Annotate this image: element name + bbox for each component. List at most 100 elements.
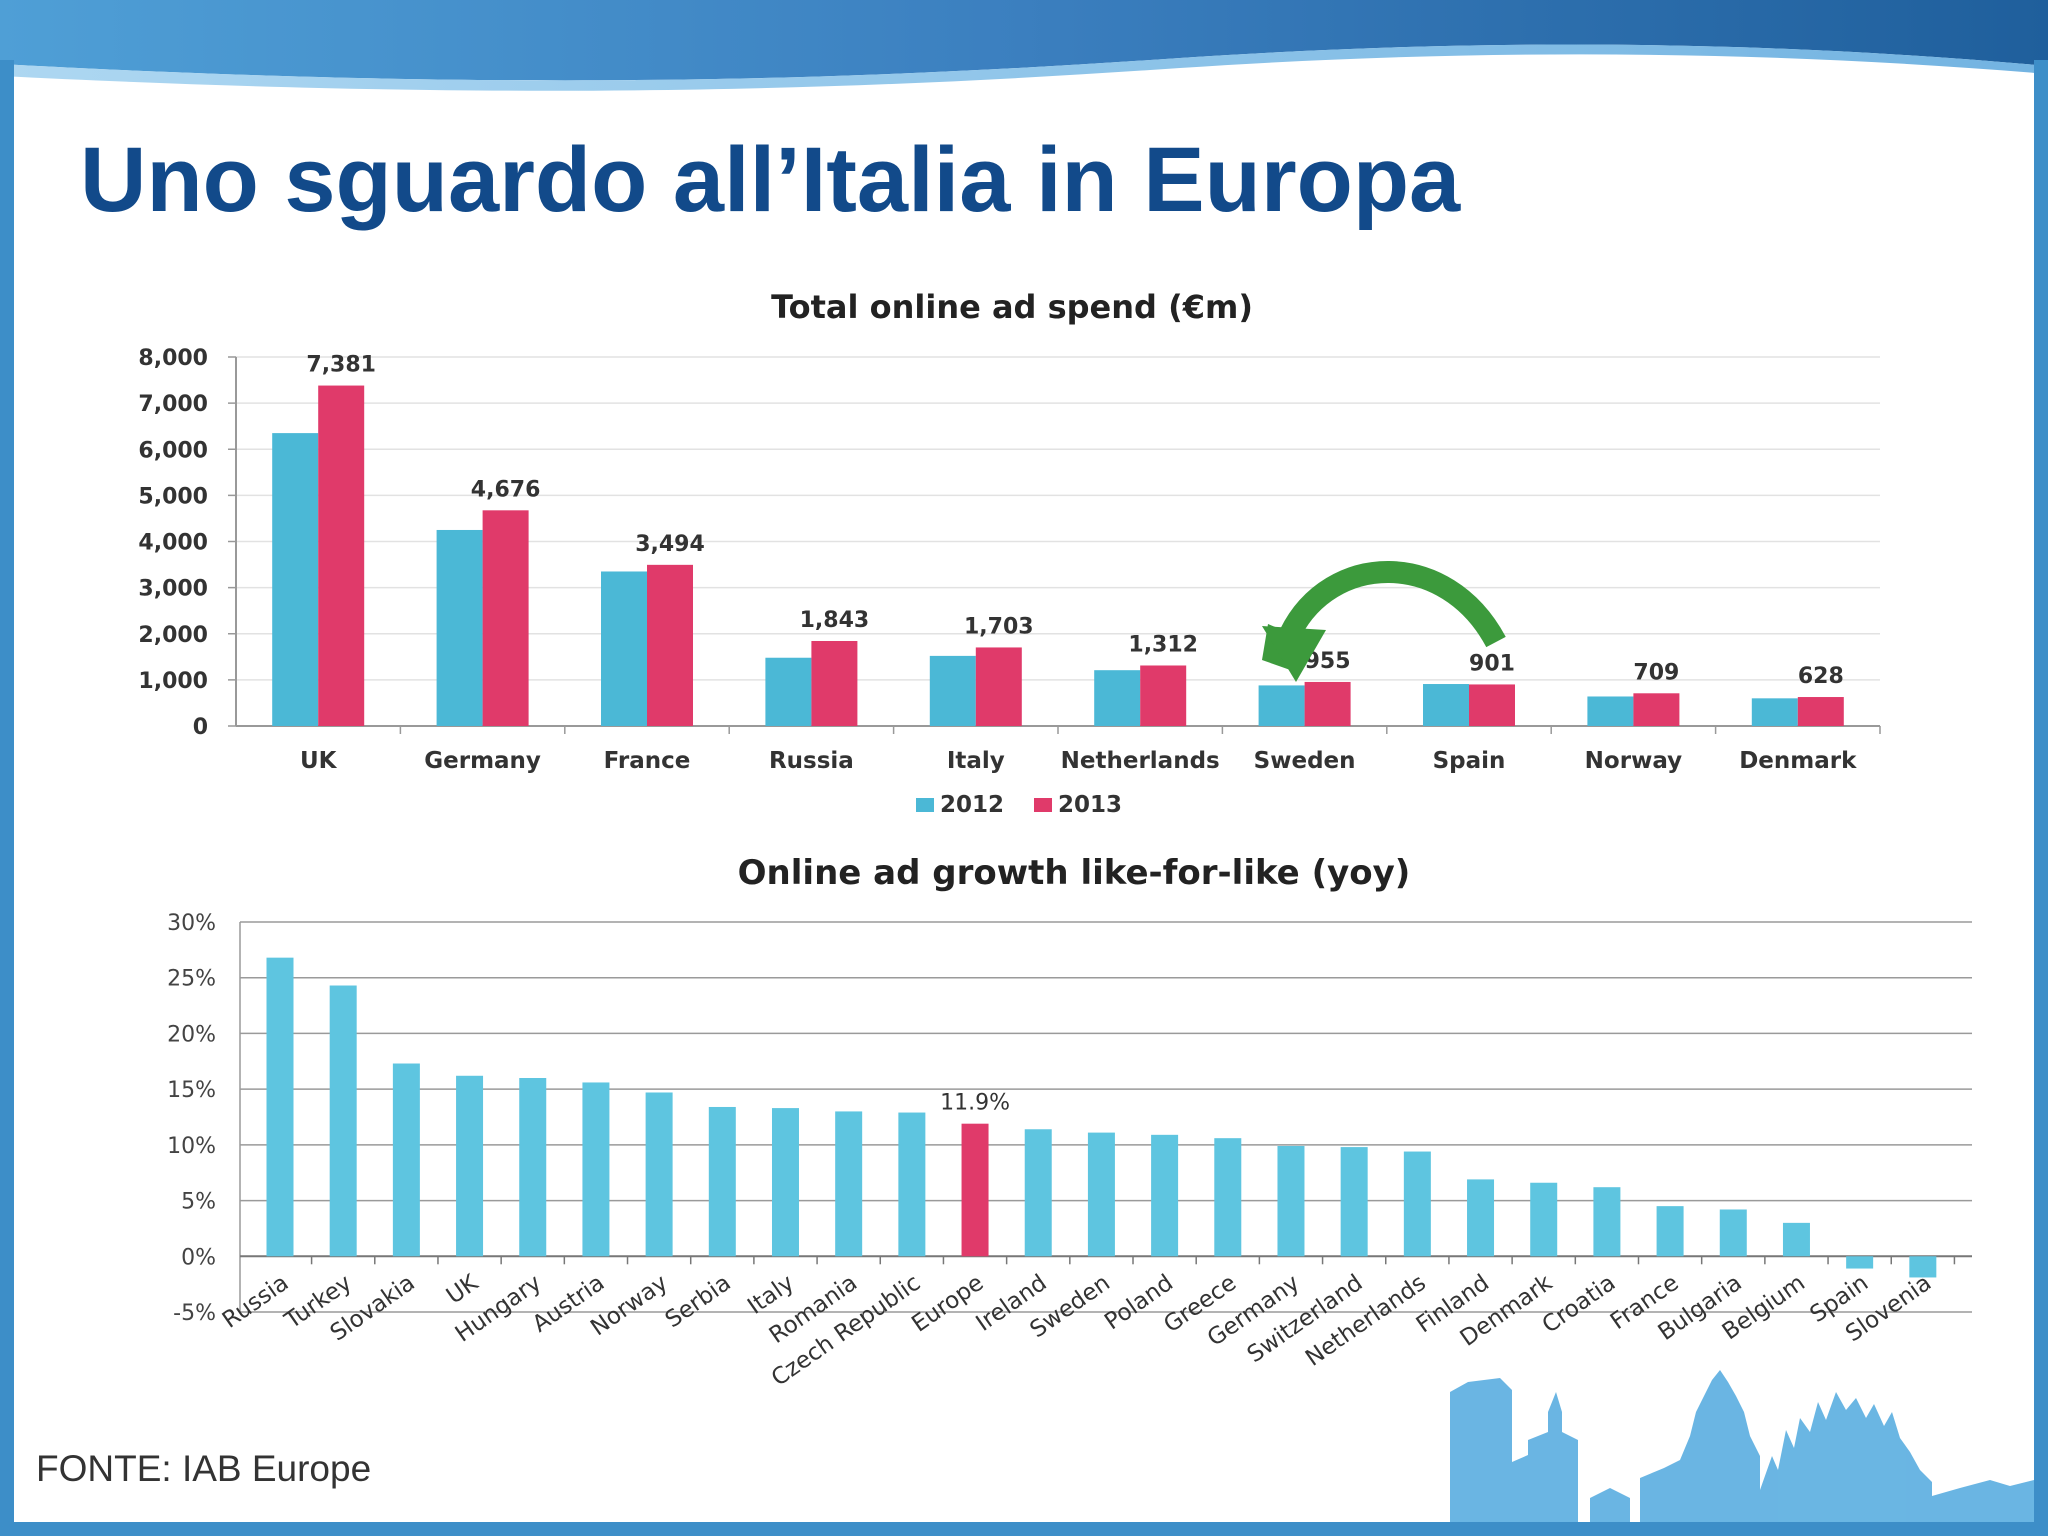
growth-bar-poland [1151,1134,1179,1257]
swap-arrow [1262,561,1506,682]
skyline-graphic [1450,1370,2034,1522]
growth-x-tick-label: Serbia [661,1270,736,1333]
spend-bar-2012-denmark [1751,698,1798,726]
spend-y-tick-label: 8,000 [138,346,208,371]
growth-y-tick-label: 5% [181,1190,216,1215]
spend-bar-2012-netherlands [1094,670,1141,726]
growth-bars [266,957,1937,1278]
spend-data-label: 709 [1633,660,1679,685]
spend-bar-2013-uk [318,385,365,726]
spend-y-tick-label: 4,000 [138,531,208,556]
spend-x-tick-label: France [604,748,691,774]
spend-x-tick-label: Norway [1585,748,1682,774]
growth-bar-europe [961,1123,989,1257]
spend-bar-2012-spain [1423,684,1469,726]
spend-y-tick-label: 0 [193,715,208,740]
spend-y-tick-label: 3,000 [138,577,208,602]
growth-bar-germany [1277,1145,1305,1257]
growth-data-label: 11.9% [940,1091,1010,1116]
spend-data-label: 7,381 [306,353,376,378]
growth-y-tick-label: 30% [167,911,216,936]
spend-bar-2013-sweden [1304,681,1351,726]
spend-y-tick-label: 2,000 [138,623,208,648]
legend-label-2012: 2012 [940,792,1004,818]
growth-bar-russia [266,957,294,1257]
spend-bar-2013-italy [975,647,1022,726]
growth-data-label-europe: 11.9% [940,1091,1010,1116]
spend-x-tick-label: Sweden [1254,748,1356,774]
spend-bar-2013-france [647,564,693,726]
spend-x-tick-label: Germany [424,748,541,774]
spend-bar-2013-denmark [1797,697,1844,726]
growth-bar-switzerland [1340,1147,1368,1257]
spend-x-tick-label: Russia [769,748,854,774]
growth-bar-bulgaria [1719,1209,1747,1257]
spend-data-label: 1,703 [964,614,1034,639]
growth-bar-uk [456,1075,484,1257]
growth-bar-croatia [1593,1187,1621,1257]
growth-bar-serbia [708,1106,736,1257]
growth-bar-austria [582,1082,610,1257]
growth-bar-belgium [1782,1222,1810,1257]
growth-bar-sweden [1087,1132,1115,1257]
spend-bar-2012-germany [436,529,483,726]
growth-y-tick-label: 15% [167,1078,216,1103]
spend-bar-2012-italy [929,655,976,726]
growth-y-tick-label: -5% [173,1301,216,1326]
spend-bars [272,385,1844,726]
spend-bar-2012-france [601,571,647,726]
slide-title: Uno sguardo all’Italia in Europa [80,129,1461,231]
spend-bar-2012-uk [272,433,319,726]
spend-x-tick-label: Denmark [1739,748,1857,774]
growth-bar-slovenia [1909,1256,1937,1278]
growth-bar-italy [771,1108,799,1257]
spend-y-tick-label: 1,000 [138,669,208,694]
growth-bar-slovakia [392,1063,420,1257]
spend-x-tick-labels: UK Germany France Russia Italy Netherlands Swe… [300,726,1881,774]
spend-y-tick-label: 7,000 [138,392,208,417]
growth-x-tick-label: Croatia [1538,1270,1621,1339]
growth-y-tick-label: 0% [181,1245,216,1270]
growth-bar-czech-republic [898,1112,926,1257]
growth-bar-france [1656,1206,1684,1257]
spend-data-label: 901 [1469,651,1515,676]
growth-y-tick-labels: -5% 0% 5% 10% 15% 20% 25% 30% [167,911,216,1326]
growth-bar-denmark [1530,1182,1558,1257]
legend-swatch-2013 [1034,798,1052,812]
frame-left-border [0,60,14,1536]
legend-swatch-2012 [916,798,934,812]
growth-bar-netherlands [1403,1151,1431,1257]
spend-bar-2012-sweden [1258,685,1305,726]
spend-legend: 2012 2013 [916,792,1122,818]
growth-y-tick-label: 10% [167,1134,216,1159]
spend-bar-2012-russia [765,657,812,726]
spend-bar-2013-spain [1469,684,1515,726]
spend-bar-2012-norway [1587,696,1634,726]
growth-x-tick-label: Europe [907,1270,988,1338]
spend-data-label: 1,312 [1128,632,1198,657]
spend-data-label: 628 [1798,664,1844,689]
spend-y-tick-label: 6,000 [138,438,208,463]
growth-bar-spain [1846,1256,1874,1269]
spend-bar-2013-russia [811,640,858,726]
source-note: FONTE: IAB Europe [36,1448,372,1489]
legend-label-2013: 2013 [1058,792,1122,818]
growth-y-tick-label: 20% [167,1022,216,1047]
growth-bar-romania [835,1111,863,1257]
spend-data-label: 3,494 [635,532,705,557]
frame-bottom-border [0,1522,2048,1536]
spend-data-label: 4,676 [471,477,541,502]
growth-bar-finland [1467,1179,1495,1257]
growth-bar-norway [645,1092,673,1257]
header-wave [0,0,2048,81]
spend-x-tick-label: Italy [947,748,1005,774]
growth-bar-greece [1214,1138,1242,1257]
growth-chart-title: Online ad growth like-for-like (yoy) [738,853,1411,893]
spend-bar-2013-germany [482,510,529,726]
spend-x-tick-label: Netherlands [1061,748,1220,774]
